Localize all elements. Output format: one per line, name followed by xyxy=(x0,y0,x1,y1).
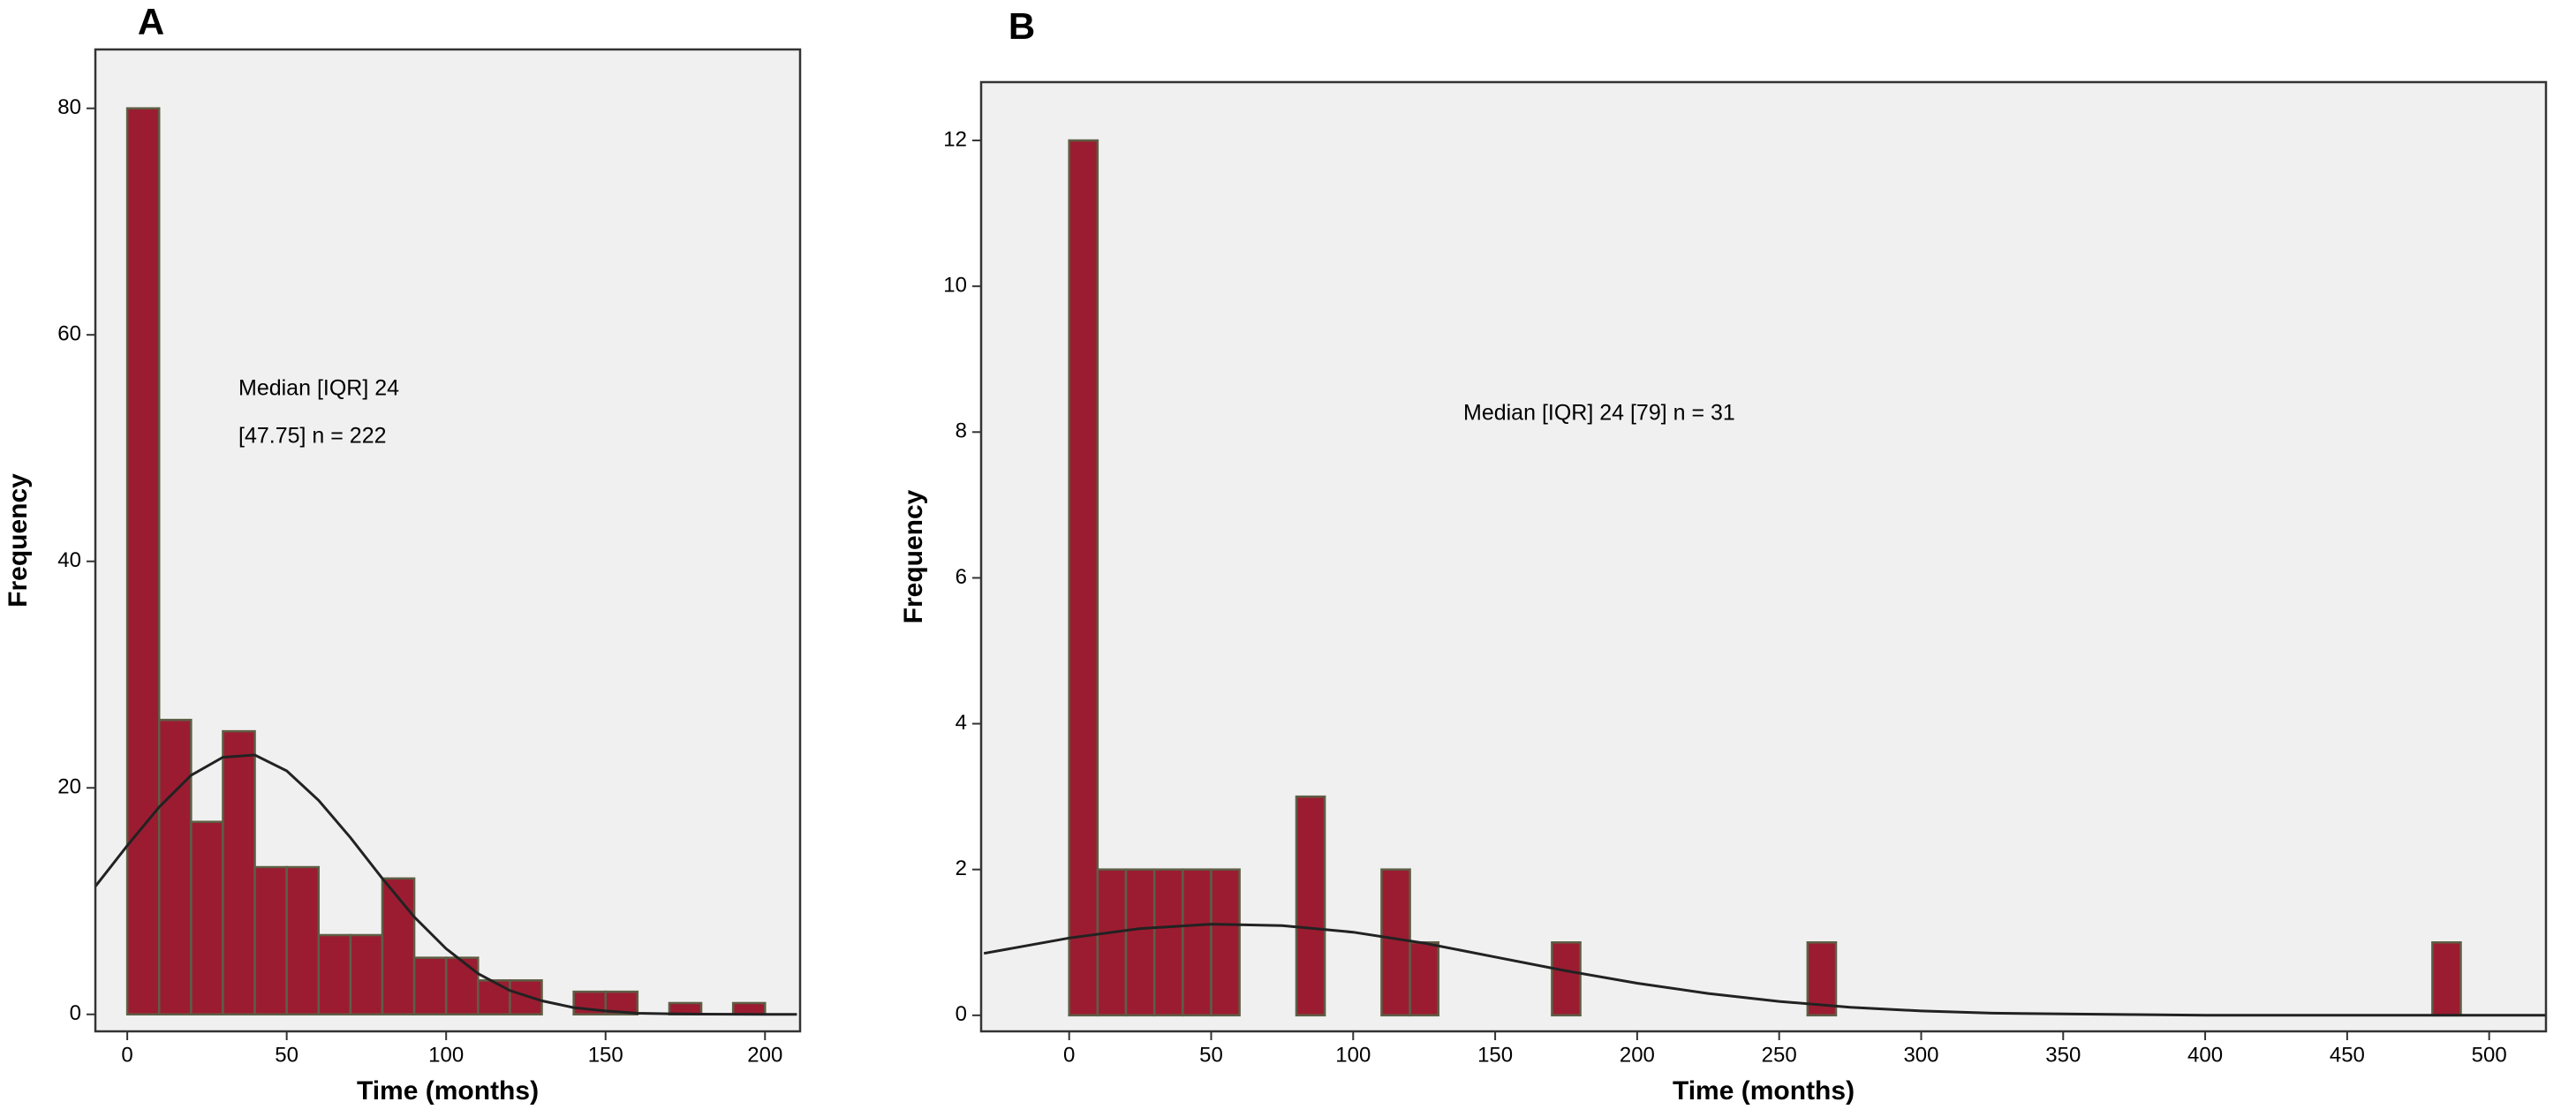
y-tick-label: 8 xyxy=(956,419,967,443)
x-tick-label: 300 xyxy=(1903,1043,1938,1067)
bar xyxy=(1096,868,1128,1017)
bar xyxy=(190,820,224,1016)
y-tick-label: 60 xyxy=(57,322,81,346)
x-tick-label: 200 xyxy=(747,1043,782,1067)
normal-curve xyxy=(94,753,797,1016)
bar xyxy=(157,719,193,1016)
bar xyxy=(285,865,321,1016)
x-tick-label: 0 xyxy=(121,1043,132,1067)
bar xyxy=(477,979,511,1016)
y-tick-label: 2 xyxy=(956,857,967,880)
bar xyxy=(125,107,161,1016)
annotation: Median [IQR] 24 [79] n = 31 xyxy=(1463,401,1735,426)
y-tick-label: 80 xyxy=(57,95,81,119)
bar xyxy=(1806,941,1838,1017)
bar xyxy=(222,729,256,1016)
y-tick-label: 20 xyxy=(57,775,81,799)
y-tick-label: 0 xyxy=(70,1001,81,1025)
bar xyxy=(509,979,543,1016)
bar xyxy=(1124,868,1156,1017)
x-tick-label: 0 xyxy=(1063,1043,1075,1067)
x-tick-label: 350 xyxy=(2045,1043,2081,1067)
panel-label: A xyxy=(138,1,164,42)
bar xyxy=(1380,868,1411,1017)
x-axis-title: Time (months) xyxy=(357,1076,539,1106)
bar xyxy=(253,865,288,1016)
y-tick-label: 0 xyxy=(956,1002,967,1026)
plot-area xyxy=(981,82,2546,1031)
bar xyxy=(444,956,480,1016)
bar xyxy=(317,933,352,1016)
annotation: [47.75] n = 222 xyxy=(238,424,387,449)
bar xyxy=(1409,941,1440,1017)
x-tick-label: 150 xyxy=(588,1043,623,1067)
annotation: Median [IQR] 24 xyxy=(238,376,399,401)
x-tick-label: 450 xyxy=(2330,1043,2365,1067)
bar xyxy=(349,933,384,1016)
y-tick-label: 10 xyxy=(943,274,967,298)
bar xyxy=(1068,139,1099,1017)
y-tick-label: 4 xyxy=(956,711,967,735)
bar xyxy=(1551,941,1582,1017)
x-tick-label: 250 xyxy=(1762,1043,1797,1067)
bar xyxy=(731,1001,767,1016)
plot-frame xyxy=(979,80,2548,1033)
bar xyxy=(1295,795,1326,1017)
x-tick-label: 500 xyxy=(2472,1043,2507,1067)
x-tick-label: 400 xyxy=(2187,1043,2223,1067)
y-tick-label: 40 xyxy=(57,548,81,572)
x-tick-label: 100 xyxy=(1335,1043,1371,1067)
x-tick-label: 100 xyxy=(428,1043,464,1067)
y-axis-title: Frequency xyxy=(4,473,33,608)
x-tick-label: 150 xyxy=(1477,1043,1513,1067)
bar xyxy=(1182,868,1212,1017)
plot-frame xyxy=(94,48,802,1033)
x-tick-label: 200 xyxy=(1620,1043,1655,1067)
bar xyxy=(1210,868,1241,1017)
y-axis-title: Frequency xyxy=(899,489,928,623)
x-tick-label: 50 xyxy=(275,1043,298,1067)
bar xyxy=(1152,868,1184,1017)
y-tick-label: 6 xyxy=(956,565,967,589)
bar xyxy=(381,877,416,1016)
y-tick-label: 12 xyxy=(943,127,967,151)
bar xyxy=(2431,941,2462,1017)
panel-label: B xyxy=(1008,5,1035,47)
x-axis-title: Time (months) xyxy=(1673,1076,1855,1106)
bar xyxy=(412,956,448,1016)
x-tick-label: 50 xyxy=(1199,1043,1223,1067)
normal-curve xyxy=(983,923,2546,1017)
